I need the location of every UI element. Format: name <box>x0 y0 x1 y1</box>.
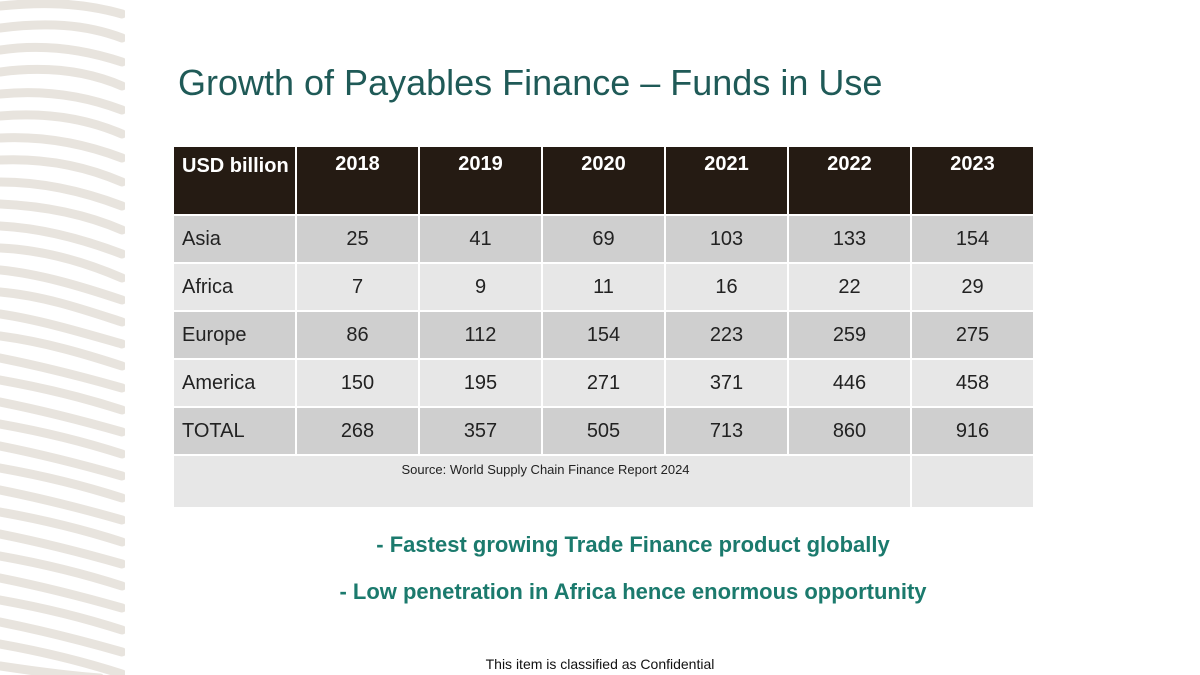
year-header: 2018 <box>295 145 420 216</box>
corner-header-unit: USD billion <box>172 145 297 216</box>
table-cell: 458 <box>910 358 1035 408</box>
confidentiality-footer: This item is classified as Confidential <box>485 656 715 672</box>
row-label: Africa <box>172 262 297 312</box>
table-cell: 154 <box>910 214 1035 264</box>
table-cell: 9 <box>418 262 543 312</box>
table-cell: 371 <box>664 358 789 408</box>
source-note: Source: World Supply Chain Finance Repor… <box>172 454 912 509</box>
bullet-low-penetration: - Low penetration in Africa hence enormo… <box>339 579 927 604</box>
table-cell: 41 <box>418 214 543 264</box>
table-cell: 860 <box>787 406 912 456</box>
table-row-africa: Africa 7 9 11 16 22 29 <box>172 262 1035 312</box>
table-cell: 446 <box>787 358 912 408</box>
table-cell: 505 <box>541 406 666 456</box>
year-header: 2020 <box>541 145 666 216</box>
row-label: Asia <box>172 214 297 264</box>
table-row-europe: Europe 86 112 154 223 259 275 <box>172 310 1035 360</box>
empty-cell <box>910 454 1035 509</box>
table-row-asia: Asia 25 41 69 103 133 154 <box>172 214 1035 264</box>
year-header: 2022 <box>787 145 912 216</box>
year-header: 2021 <box>664 145 789 216</box>
table-cell: 223 <box>664 310 789 360</box>
decorative-line-pattern <box>0 0 125 675</box>
table-cell: 7 <box>295 262 420 312</box>
table-row-america: America 150 195 271 371 446 458 <box>172 358 1035 408</box>
table-cell: 133 <box>787 214 912 264</box>
table-cell: 112 <box>418 310 543 360</box>
bullet-fastest-growing: - Fastest growing Trade Finance product … <box>376 532 890 557</box>
table-cell: 259 <box>787 310 912 360</box>
table-cell: 195 <box>418 358 543 408</box>
year-header: 2019 <box>418 145 543 216</box>
table-cell: 916 <box>910 406 1035 456</box>
table-cell: 154 <box>541 310 666 360</box>
slide-title: Growth of Payables Finance – Funds in Us… <box>178 62 883 103</box>
funds-in-use-table: USD billion 2018 2019 2020 2021 2022 202… <box>172 145 1035 509</box>
table-cell: 11 <box>541 262 666 312</box>
table-cell: 268 <box>295 406 420 456</box>
table-cell: 29 <box>910 262 1035 312</box>
table-cell: 16 <box>664 262 789 312</box>
table-cell: 86 <box>295 310 420 360</box>
table-row-total: TOTAL 268 357 505 713 860 916 <box>172 406 1035 456</box>
row-label: Europe <box>172 310 297 360</box>
table-cell: 713 <box>664 406 789 456</box>
table-header-row: USD billion 2018 2019 2020 2021 2022 202… <box>172 145 1035 216</box>
table-cell: 22 <box>787 262 912 312</box>
table-cell: 103 <box>664 214 789 264</box>
row-label: America <box>172 358 297 408</box>
table-cell: 69 <box>541 214 666 264</box>
table-cell: 275 <box>910 310 1035 360</box>
table-cell: 150 <box>295 358 420 408</box>
table-cell: 271 <box>541 358 666 408</box>
table-cell: 25 <box>295 214 420 264</box>
table-cell: 357 <box>418 406 543 456</box>
year-header: 2023 <box>910 145 1035 216</box>
row-label: TOTAL <box>172 406 297 456</box>
table-source-row: Source: World Supply Chain Finance Repor… <box>172 454 1035 509</box>
